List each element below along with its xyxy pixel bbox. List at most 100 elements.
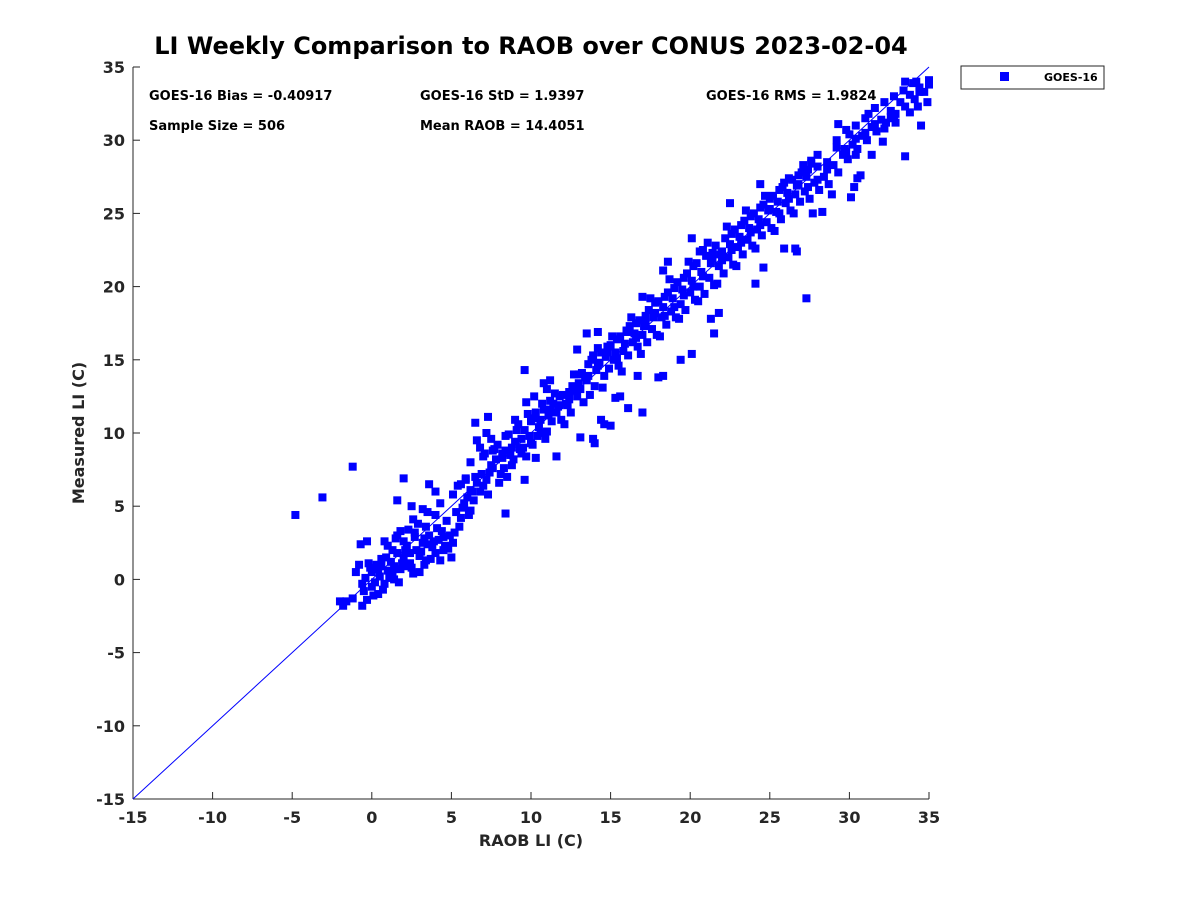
data-point xyxy=(401,546,410,555)
data-point xyxy=(522,452,531,461)
data-point xyxy=(318,493,327,502)
data-point xyxy=(746,212,755,221)
data-point xyxy=(358,601,367,610)
data-point xyxy=(708,248,717,257)
legend-marker xyxy=(1000,72,1009,81)
data-point xyxy=(870,103,879,112)
data-point xyxy=(507,443,516,452)
data-point xyxy=(740,216,749,225)
data-point xyxy=(469,496,478,505)
x-tick-label: -15 xyxy=(119,808,148,827)
data-point xyxy=(670,303,679,312)
data-point xyxy=(598,383,607,392)
sample-size-stat: Sample Size = 506 xyxy=(149,119,285,134)
data-point xyxy=(743,235,752,244)
data-point xyxy=(641,317,650,326)
data-point xyxy=(421,522,430,531)
data-point xyxy=(442,516,451,525)
data-point xyxy=(507,461,516,470)
data-point xyxy=(632,333,641,342)
data-point xyxy=(593,327,602,336)
data-point xyxy=(703,238,712,247)
data-point xyxy=(684,257,693,266)
data-point xyxy=(776,215,785,224)
data-point xyxy=(638,408,647,417)
data-point xyxy=(431,549,440,558)
data-point xyxy=(493,440,502,449)
data-point xyxy=(590,382,599,391)
data-point xyxy=(363,595,372,604)
data-point xyxy=(663,257,672,266)
data-point xyxy=(864,109,873,118)
data-point xyxy=(867,150,876,159)
data-point xyxy=(751,244,760,253)
data-point xyxy=(383,566,392,575)
data-point xyxy=(686,288,695,297)
data-point xyxy=(402,562,411,571)
data-point xyxy=(514,420,523,429)
data-point xyxy=(484,490,493,499)
data-point xyxy=(796,197,805,206)
data-point xyxy=(439,546,448,555)
data-point xyxy=(466,458,475,467)
data-point xyxy=(372,560,381,569)
x-tick-label: 15 xyxy=(599,808,621,827)
goes16-data-points xyxy=(291,76,933,610)
data-point xyxy=(630,329,639,338)
data-point xyxy=(698,246,707,254)
data-point xyxy=(923,98,932,107)
data-point xyxy=(678,285,687,294)
data-point xyxy=(651,298,660,307)
data-point xyxy=(794,180,803,189)
data-point xyxy=(679,273,688,282)
data-point xyxy=(291,510,300,519)
legend-box xyxy=(960,65,1105,90)
data-point xyxy=(418,505,427,514)
data-point xyxy=(456,513,465,522)
data-point xyxy=(718,247,727,256)
data-point xyxy=(431,487,440,496)
data-point xyxy=(382,553,391,562)
data-point xyxy=(358,579,367,588)
data-point xyxy=(399,474,408,483)
data-point xyxy=(628,338,637,347)
data-point xyxy=(757,231,766,240)
data-point xyxy=(756,221,765,230)
data-point xyxy=(534,423,543,432)
data-point xyxy=(765,194,774,203)
plot-area: -15 -10 -5 0 5 10 15 20 25 30 35 -15 -10 -5 0 5 10 15 20 2… xyxy=(96,58,940,827)
data-point xyxy=(460,499,469,508)
data-point xyxy=(569,370,578,379)
data-point xyxy=(633,371,642,380)
data-point xyxy=(708,254,717,263)
data-point xyxy=(718,256,727,265)
data-point xyxy=(880,98,889,107)
data-point xyxy=(590,439,599,448)
data-point xyxy=(845,130,854,139)
data-point xyxy=(735,232,744,241)
bias-stat: GOES-16 Bias = -0.40917 xyxy=(149,89,332,104)
x-tick-label: 5 xyxy=(446,808,457,827)
data-point xyxy=(641,311,650,320)
data-point xyxy=(458,503,467,512)
data-point xyxy=(547,417,556,426)
data-point xyxy=(571,386,580,395)
data-point xyxy=(915,83,924,92)
data-point xyxy=(850,183,859,192)
data-point xyxy=(853,144,862,153)
data-point xyxy=(753,225,762,234)
data-point xyxy=(605,364,614,373)
y-tick-label: 5 xyxy=(114,497,125,516)
data-point xyxy=(901,102,910,111)
y-tick-label: -15 xyxy=(96,790,125,809)
data-point xyxy=(667,307,676,316)
data-point xyxy=(585,390,594,399)
data-point xyxy=(568,382,577,391)
data-point xyxy=(393,531,402,540)
x-tick-label: 20 xyxy=(679,808,701,827)
data-point xyxy=(675,314,684,323)
data-point xyxy=(877,115,886,124)
data-point xyxy=(636,349,645,358)
data-point xyxy=(724,253,733,262)
data-point xyxy=(520,475,529,484)
